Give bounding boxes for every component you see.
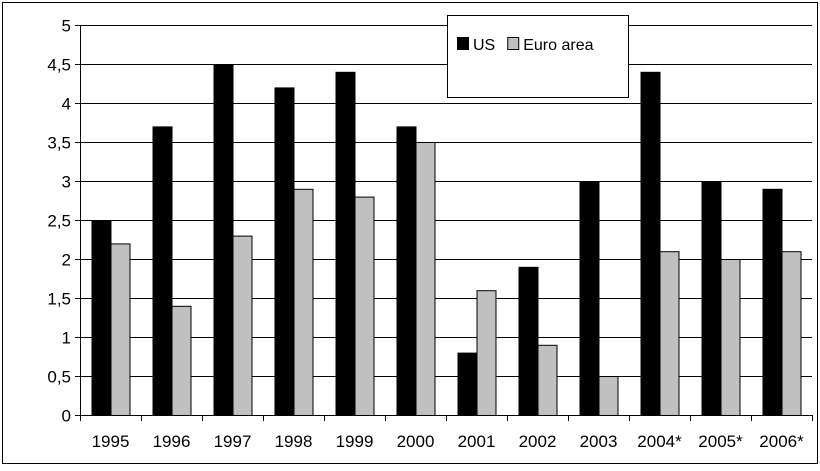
bar-us — [213, 64, 234, 416]
y-tick-label: 0 — [62, 407, 71, 426]
y-tick-label: 3 — [62, 173, 71, 192]
x-tick-label: 2002 — [519, 432, 557, 451]
bar-us — [91, 220, 112, 416]
bar-us — [640, 71, 661, 417]
x-tick-label: 2003 — [580, 432, 618, 451]
x-tick-label: 1997 — [214, 432, 252, 451]
chart-border — [2, 2, 818, 464]
bar-euro-area — [781, 251, 802, 416]
x-tick-labels: 1995 1996 1997 1998 1999 2000 2001 2002 2003 2004… — [92, 432, 805, 451]
x-tick-label: 2005* — [698, 432, 743, 451]
bar-euro-area — [720, 259, 741, 416]
axes — [2, 2, 818, 464]
legend-label: Euro area — [523, 37, 593, 54]
y-tick-label: 3,5 — [47, 134, 71, 153]
x-tick-label: 1998 — [275, 432, 313, 451]
y-tick-label: 1 — [62, 329, 71, 348]
bar-us — [396, 126, 417, 417]
bar-euro-area — [354, 196, 375, 416]
x-tick-label: 1999 — [336, 432, 374, 451]
legend-swatch — [457, 37, 469, 50]
x-tick-label: 2000 — [397, 432, 435, 451]
x-tick-label: 1995 — [92, 432, 130, 451]
bar-euro-area — [476, 290, 497, 417]
x-tick-label: 2001 — [458, 432, 496, 451]
y-tick-label: 4 — [62, 95, 71, 114]
bar-euro-area — [232, 235, 253, 416]
y-tick-label: 2,5 — [47, 212, 71, 231]
bar-euro-area — [293, 188, 314, 416]
y-tick-label: 0,5 — [47, 368, 71, 387]
y-tick-labels: 0 0,5 1 1,5 2 2,5 3 3,5 4 4,5 5 — [47, 17, 71, 426]
y-tick-label: 4,5 — [47, 56, 71, 75]
bar-us — [762, 188, 783, 416]
legend-label: US — [473, 37, 495, 54]
x-tick-label: 2006* — [759, 432, 804, 451]
gridlines — [80, 25, 812, 377]
bar-us — [274, 87, 295, 417]
bar-us — [518, 266, 539, 416]
x-tick-label: 2004* — [637, 432, 682, 451]
y-tick-label: 1,5 — [47, 290, 71, 309]
bar-euro-area — [171, 305, 192, 416]
bar-us — [152, 126, 173, 417]
bar-euro-area — [415, 142, 436, 416]
bar-euro-area — [598, 376, 619, 416]
bar-us — [701, 181, 722, 416]
bar-euro-area — [110, 243, 131, 416]
bar-us — [579, 181, 600, 416]
legend: US Euro area — [447, 15, 629, 98]
bar-euro-area — [659, 251, 680, 416]
bars — [91, 64, 802, 417]
bar-euro-area — [537, 344, 558, 416]
y-tick-label: 2 — [62, 251, 71, 270]
bar-us — [335, 71, 356, 417]
legend-swatch — [507, 37, 520, 50]
x-tick-label: 1996 — [153, 432, 191, 451]
y-tick-label: 5 — [62, 17, 71, 36]
legend-box — [447, 15, 629, 98]
bar-us — [457, 352, 478, 417]
